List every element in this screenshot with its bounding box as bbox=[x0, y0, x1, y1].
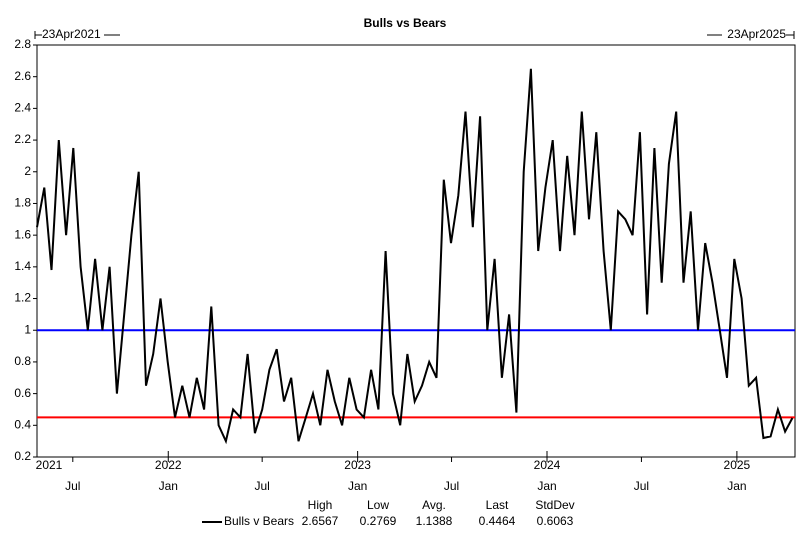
y-tick-label: 2.6 bbox=[14, 69, 31, 83]
x-tick-label: Jul bbox=[634, 479, 649, 493]
chart-title: Bulls vs Bears bbox=[364, 16, 447, 30]
x-tick-label: Jul bbox=[444, 479, 459, 493]
stats-value: 0.6063 bbox=[537, 514, 574, 528]
y-tick-label: 1.8 bbox=[14, 196, 31, 210]
stats-header: Last bbox=[486, 498, 509, 512]
year-label: 2021 bbox=[36, 458, 63, 472]
x-tick-label: Jan bbox=[727, 479, 746, 493]
y-tick-label: 1.2 bbox=[14, 291, 31, 305]
year-label: 2023 bbox=[344, 458, 371, 472]
x-tick-label: Jan bbox=[348, 479, 367, 493]
plot-frame bbox=[36, 44, 796, 458]
y-tick-label: 2.8 bbox=[14, 37, 31, 51]
y-tick-label: 0.4 bbox=[14, 417, 31, 431]
series-line bbox=[36, 68, 794, 445]
x-tick-label: Jul bbox=[65, 479, 80, 493]
stats-header: Avg. bbox=[422, 498, 446, 512]
stats-value: 2.6567 bbox=[302, 514, 339, 528]
y-tick-label: 2 bbox=[24, 164, 31, 178]
y-tick-label: 1.6 bbox=[14, 227, 31, 241]
x-tick-label: Jan bbox=[537, 479, 556, 493]
y-tick-label: 0.2 bbox=[14, 449, 31, 463]
stats-header: StdDev bbox=[535, 498, 574, 512]
x-tick-label: Jan bbox=[159, 479, 178, 493]
y-tick-label: 0.6 bbox=[14, 386, 31, 400]
y-tick-label: 1 bbox=[24, 322, 31, 336]
y-tick-label: 2.4 bbox=[14, 101, 31, 115]
year-label: 2022 bbox=[155, 458, 182, 472]
stats-value: 1.1388 bbox=[416, 514, 453, 528]
stats-header: High bbox=[308, 498, 333, 512]
y-tick-label: 2.2 bbox=[14, 132, 31, 146]
legend-label: Bulls v Bears bbox=[224, 514, 294, 528]
stats-value: 0.4464 bbox=[479, 514, 516, 528]
stats-header: Low bbox=[367, 498, 389, 512]
year-label: 2025 bbox=[724, 458, 751, 472]
x-tick-label: Jul bbox=[254, 479, 269, 493]
y-tick-label: 0.8 bbox=[14, 354, 31, 368]
end-date-label: 23Apr2025 bbox=[727, 27, 786, 41]
stats-value: 0.2769 bbox=[360, 514, 397, 528]
y-tick-label: 1.4 bbox=[14, 259, 31, 273]
start-date-label: 23Apr2021 bbox=[42, 27, 101, 41]
year-label: 2024 bbox=[534, 458, 561, 472]
